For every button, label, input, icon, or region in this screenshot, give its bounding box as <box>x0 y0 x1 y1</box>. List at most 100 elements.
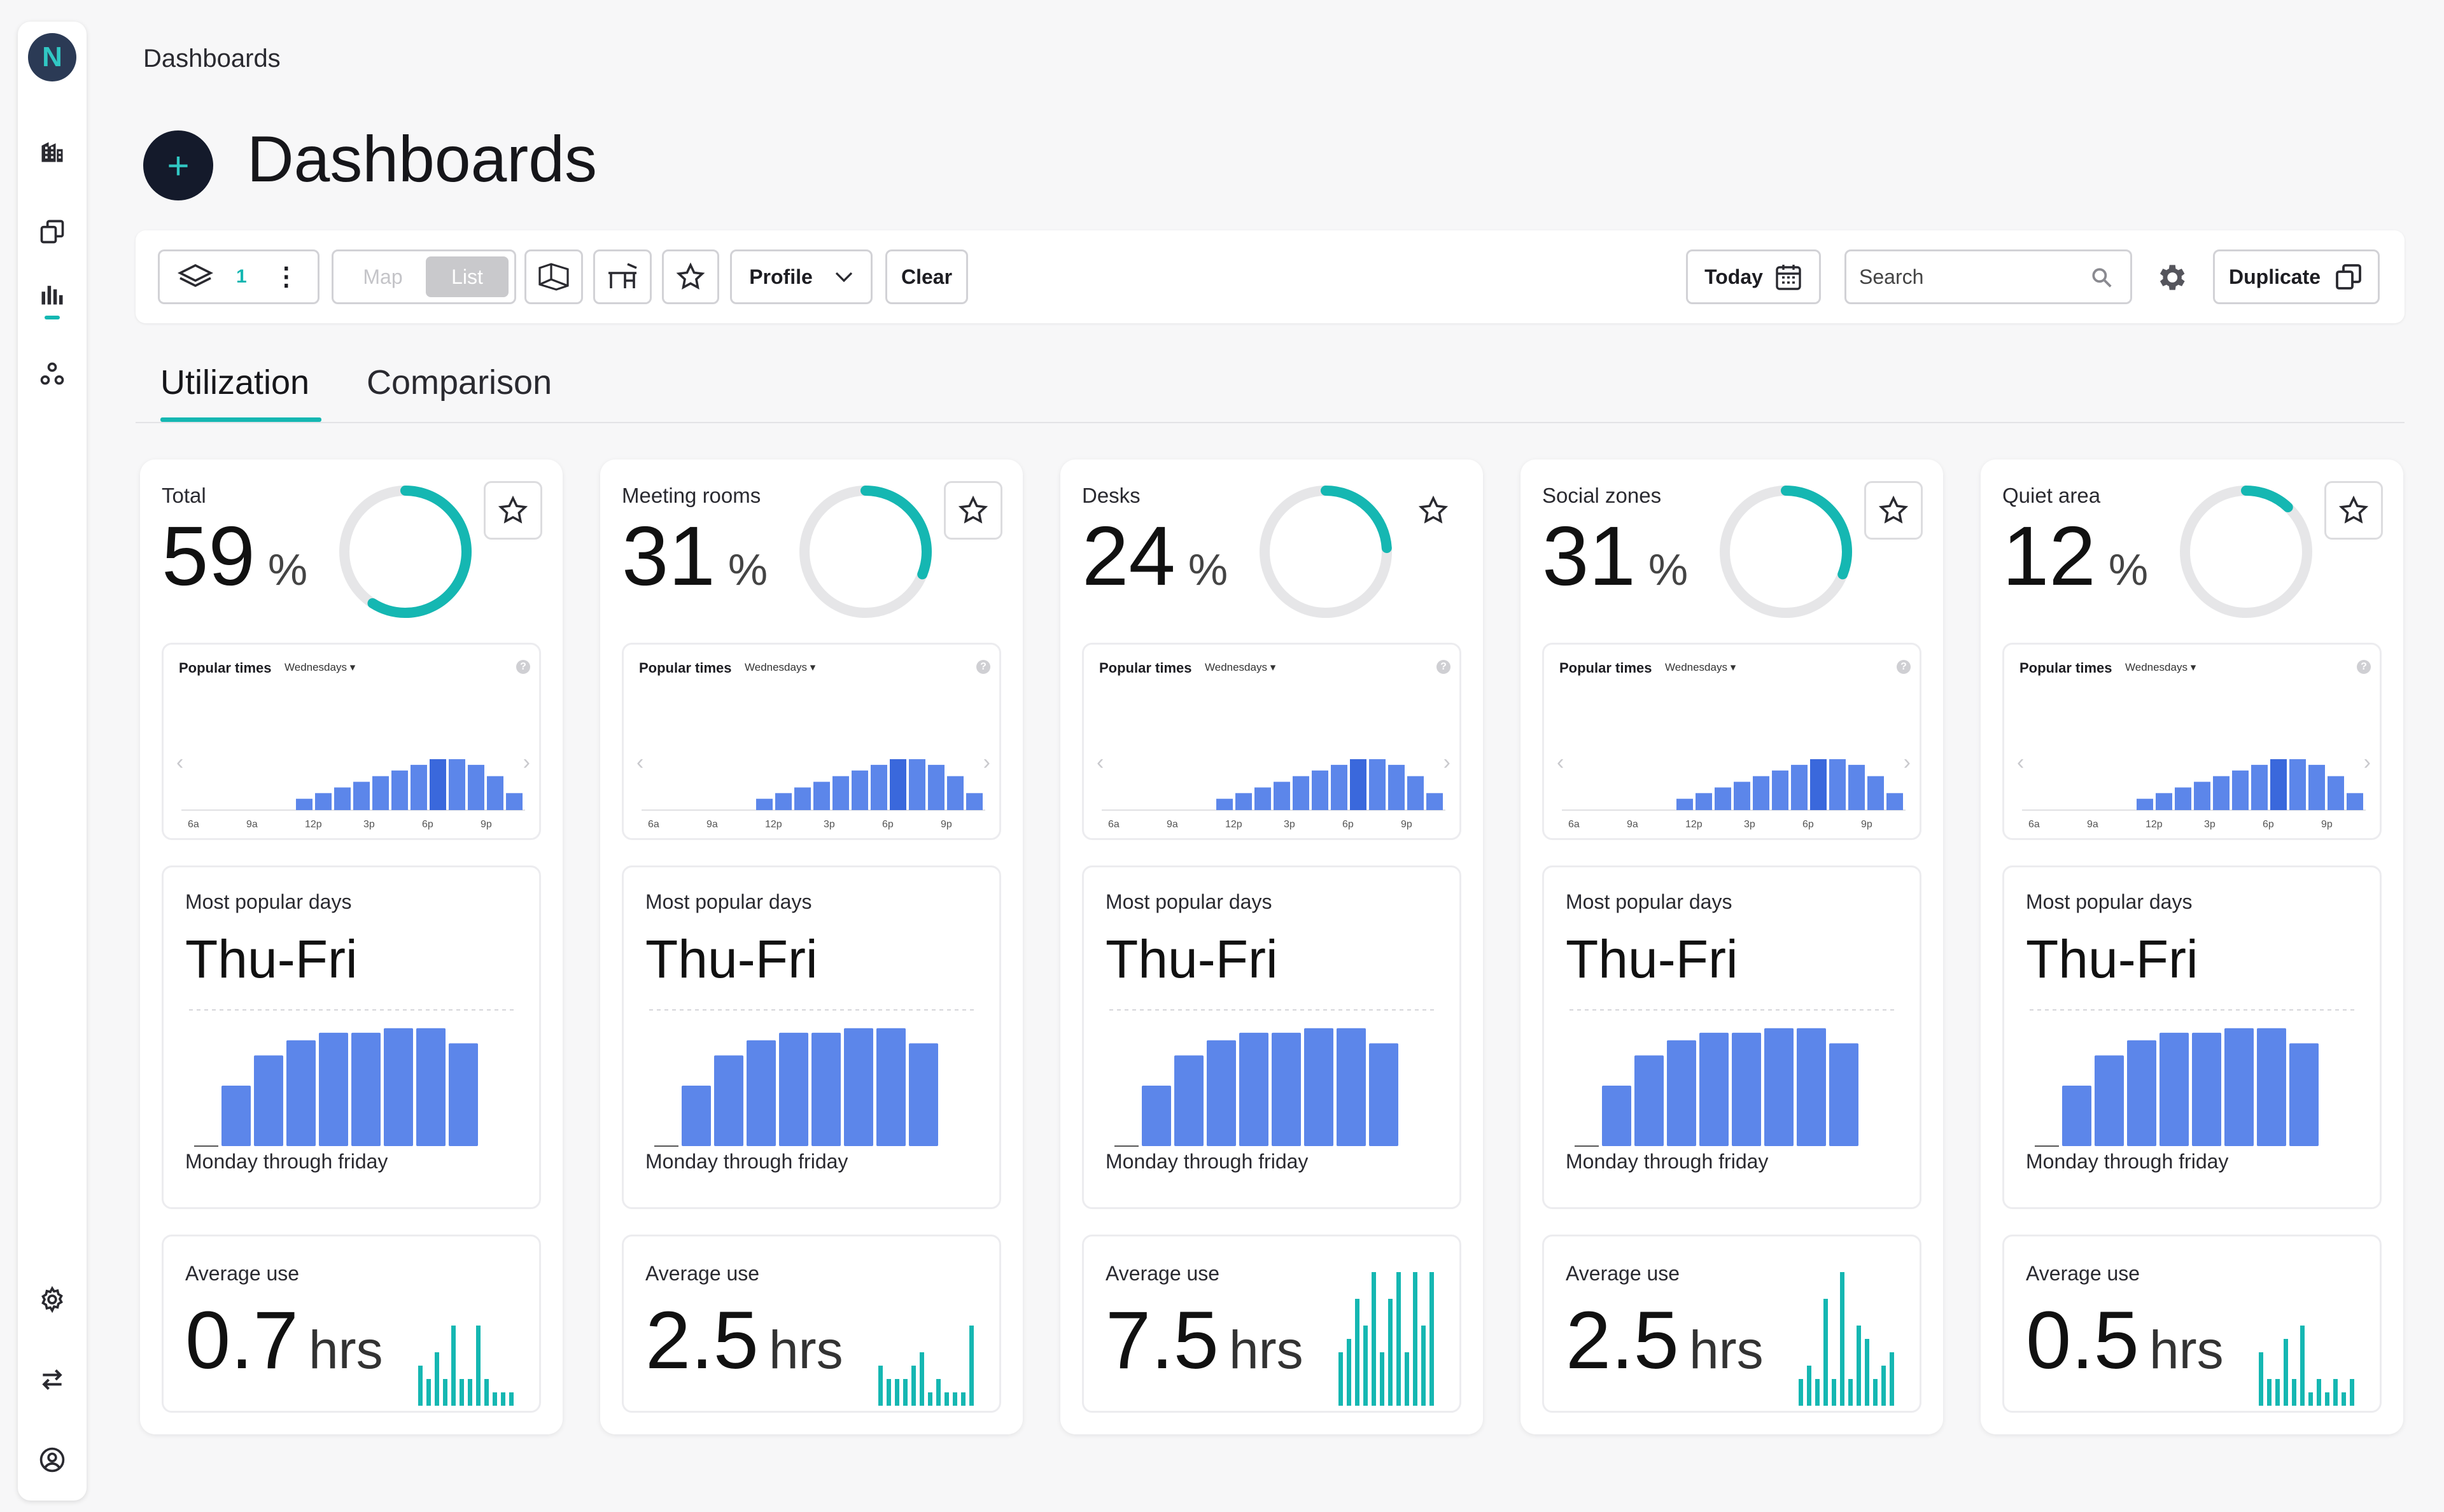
popular-days-bar <box>286 1040 316 1146</box>
chevron-left-icon[interactable]: ‹ <box>1097 750 1104 774</box>
search-field[interactable] <box>1844 249 2132 304</box>
average-use-bar <box>1807 1366 1811 1406</box>
average-use-bar <box>468 1379 472 1406</box>
average-use-title: Average use <box>185 1262 300 1285</box>
favorite-filter-button[interactable] <box>662 249 719 304</box>
info-icon[interactable]: ? <box>976 660 990 674</box>
info-icon[interactable]: ? <box>1436 660 1450 674</box>
popular-times-bar <box>391 770 408 810</box>
popular-times-bar <box>2137 799 2153 810</box>
popular-times-day-select[interactable]: Wednesdays ▾ <box>1665 661 1736 673</box>
popular-times-bar <box>890 759 906 810</box>
floorplan-button[interactable] <box>524 249 583 304</box>
popular-times-bar <box>411 764 427 810</box>
popular-times-day-select[interactable]: Wednesdays ▾ <box>745 661 816 673</box>
add-dashboard-button[interactable]: + <box>143 130 213 200</box>
most-popular-days-panel: Most popular days Thu-Fri Monday through… <box>622 865 1001 1209</box>
layers-control[interactable]: 1 ⋮ <box>158 249 320 304</box>
duplicate-button[interactable]: Duplicate <box>2213 249 2380 304</box>
chevron-left-icon[interactable]: ‹ <box>636 750 644 774</box>
account-icon[interactable] <box>34 1442 70 1478</box>
popular-days-bar <box>1304 1028 1333 1146</box>
average-use-bar <box>1338 1352 1343 1406</box>
average-use-bar <box>1848 1379 1853 1406</box>
average-use-bar <box>2325 1392 2329 1406</box>
percent-value: 59 <box>162 509 255 603</box>
average-use-chart <box>1799 1272 1894 1406</box>
desk-button[interactable] <box>593 249 652 304</box>
favorite-card-button[interactable] <box>484 481 542 540</box>
chevron-left-icon[interactable]: ‹ <box>2017 750 2025 774</box>
breadcrumb[interactable]: Dashboards <box>143 45 281 73</box>
average-use-unit: hrs <box>1689 1320 1764 1380</box>
percent-value: 24 <box>1082 509 1176 603</box>
chevron-right-icon[interactable]: › <box>983 750 990 774</box>
chevron-right-icon[interactable]: › <box>1903 750 1911 774</box>
popular-times-bar <box>334 787 351 810</box>
popular-times-bar <box>2232 770 2249 810</box>
view-toggle[interactable]: Map List <box>332 249 516 304</box>
average-use-bar <box>1865 1339 1869 1406</box>
popular-times-day-select[interactable]: Wednesdays ▾ <box>1205 661 1276 673</box>
info-icon[interactable]: ? <box>516 660 530 674</box>
tab-comparison[interactable]: Comparison <box>367 363 552 402</box>
popular-days-bar <box>2095 1055 2124 1146</box>
chevron-left-icon[interactable]: ‹ <box>1557 750 1564 774</box>
popular-times-day-select[interactable]: Wednesdays ▾ <box>2125 661 2196 673</box>
favorite-card-button[interactable] <box>944 481 1002 540</box>
more-options-icon[interactable]: ⋮ <box>273 263 299 291</box>
chevron-right-icon[interactable]: › <box>1443 750 1450 774</box>
popular-times-bar <box>353 781 370 810</box>
search-icon[interactable] <box>2089 265 2114 290</box>
popular-times-day-select[interactable]: Wednesdays ▾ <box>284 661 356 673</box>
average-use-bar <box>1840 1272 1844 1406</box>
switch-icon[interactable] <box>34 1362 70 1397</box>
average-use-panel: Average use 0.7 hrs <box>162 1235 541 1413</box>
favorite-card-button[interactable] <box>1404 481 1463 540</box>
popular-days-bar <box>2062 1086 2091 1146</box>
analytics-icon[interactable] <box>34 276 70 312</box>
popular-times-bar <box>1772 770 1788 810</box>
popular-days-bar <box>909 1043 938 1146</box>
star-icon <box>1878 495 1909 524</box>
chevron-right-icon[interactable]: › <box>523 750 530 774</box>
tab-utilization[interactable]: Utilization <box>160 363 310 402</box>
favorite-card-button[interactable] <box>1864 481 1923 540</box>
profile-dropdown[interactable]: Profile <box>730 249 873 304</box>
chevron-left-icon[interactable]: ‹ <box>176 750 184 774</box>
donut-arc <box>1720 486 1852 618</box>
popular-times-tick: 6a <box>1568 819 1580 830</box>
floors-icon[interactable] <box>34 214 70 249</box>
popular-times-bar <box>1407 776 1424 810</box>
buildings-icon[interactable] <box>34 134 70 169</box>
average-use-bar <box>2300 1326 2305 1406</box>
clear-button[interactable]: Clear <box>885 249 968 304</box>
most-popular-days-value: Thu-Fri <box>1106 929 1278 989</box>
groups-icon[interactable] <box>34 356 70 392</box>
gear-icon[interactable] <box>2152 258 2190 297</box>
popular-times-title: Popular times <box>179 660 272 676</box>
today-button[interactable]: Today <box>1686 249 1821 304</box>
average-use-bar <box>945 1392 949 1406</box>
info-icon[interactable]: ? <box>2357 660 2371 674</box>
popular-times-bar <box>372 776 389 810</box>
settings-icon[interactable] <box>34 1282 70 1317</box>
search-input[interactable] <box>1859 263 2075 291</box>
popular-days-bar <box>876 1028 906 1146</box>
duplicate-icon <box>2336 264 2361 290</box>
info-icon[interactable]: ? <box>1897 660 1911 674</box>
favorite-card-button[interactable] <box>2324 481 2383 540</box>
today-label: Today <box>1704 265 1763 288</box>
average-use-number: 2.5 <box>1566 1295 1679 1386</box>
most-popular-days-caption: Monday through friday <box>185 1150 388 1173</box>
popular-times-bar <box>1676 799 1693 810</box>
popular-days-bar <box>779 1032 808 1146</box>
app-logo[interactable]: N <box>28 33 76 81</box>
chevron-right-icon[interactable]: › <box>2363 750 2371 774</box>
popular-times-panel: Popular times Wednesdays ▾ ? ‹ › 6a 9a 12p… <box>1542 643 1921 840</box>
average-use-bar <box>484 1379 489 1406</box>
view-list-option[interactable]: List <box>426 256 509 297</box>
view-map-option[interactable]: Map <box>363 265 403 288</box>
card-title: Desks <box>1082 484 1141 507</box>
average-use-bar <box>953 1392 957 1406</box>
